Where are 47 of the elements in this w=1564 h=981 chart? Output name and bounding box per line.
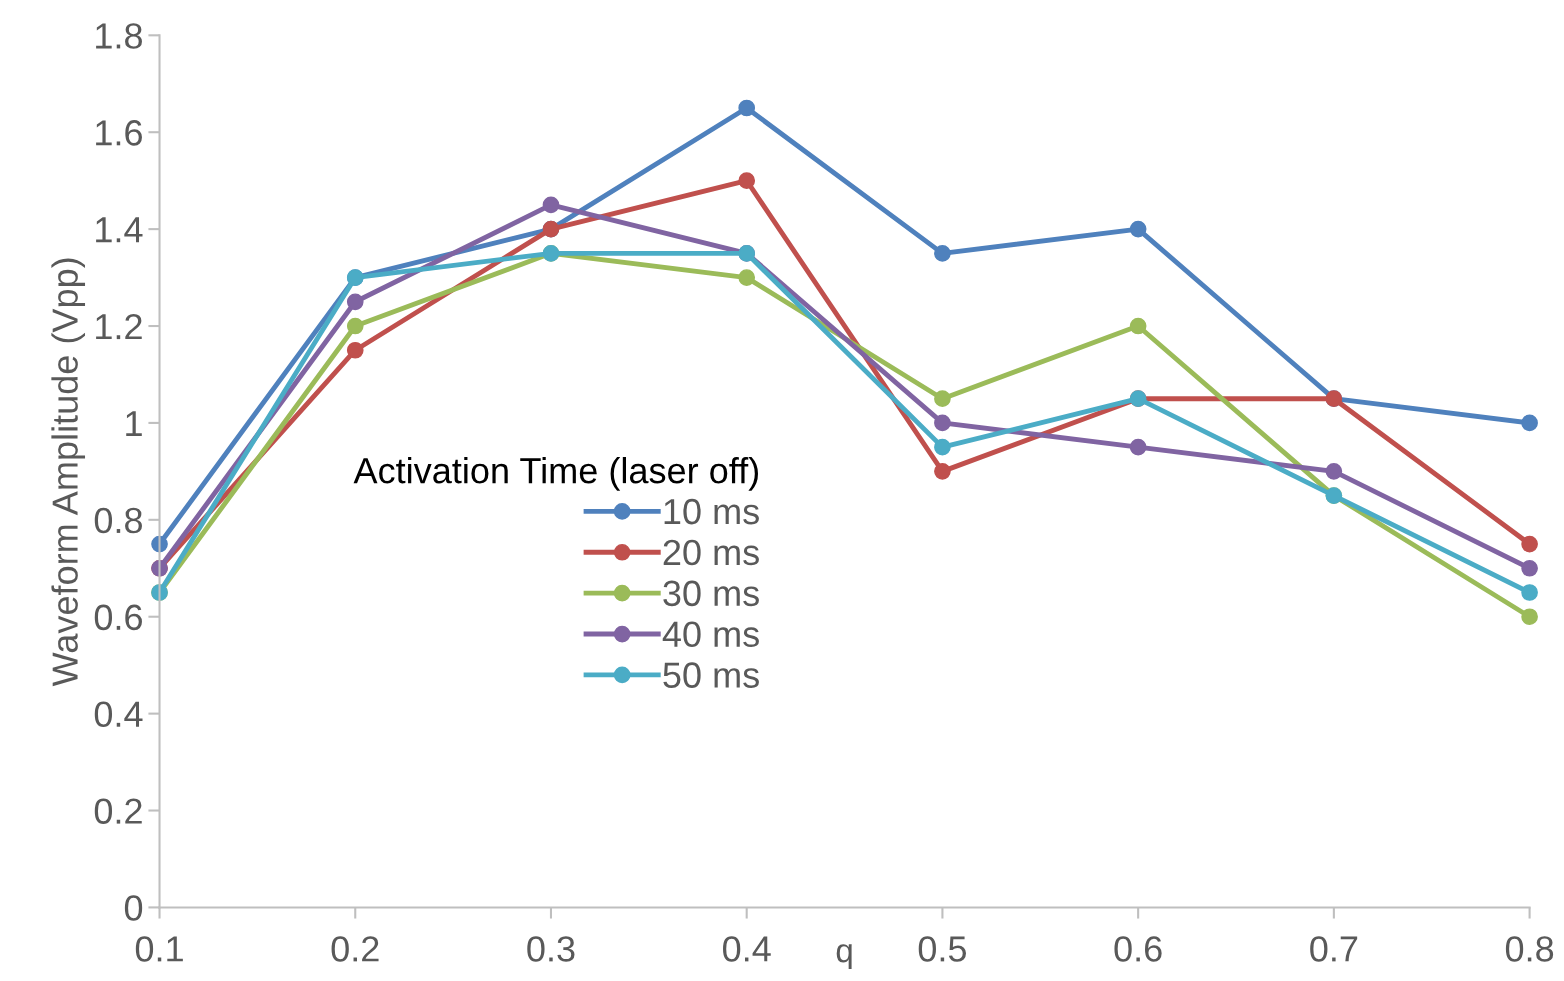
x-axis-title: q bbox=[836, 944, 852, 970]
point bbox=[1521, 584, 1538, 601]
point bbox=[1521, 414, 1538, 432]
legend-label: 20 ms bbox=[663, 539, 759, 566]
point bbox=[346, 293, 364, 311]
point bbox=[346, 341, 364, 359]
x-tick-label: 0.4 bbox=[723, 936, 771, 962]
point bbox=[1325, 463, 1343, 480]
x-tick-label: 0.3 bbox=[527, 936, 575, 962]
point bbox=[934, 390, 951, 408]
legend-label: 40 ms bbox=[662, 621, 759, 648]
x-tick-label: 0.6 bbox=[1114, 936, 1162, 962]
y-tick-label: 0.4 bbox=[94, 701, 143, 728]
point bbox=[738, 99, 756, 117]
point bbox=[934, 414, 951, 432]
x-tick-label: 0.2 bbox=[331, 936, 379, 962]
y-tick-label: 1.2 bbox=[96, 313, 142, 340]
legend-label: 50 ms bbox=[663, 662, 759, 688]
y-tick-label: 0 bbox=[124, 895, 143, 921]
point bbox=[738, 172, 756, 190]
y-tick-label: 1 bbox=[126, 411, 142, 436]
y-tick-label: 0.6 bbox=[94, 604, 142, 631]
point bbox=[738, 269, 756, 286]
point bbox=[934, 438, 951, 456]
point bbox=[934, 245, 951, 262]
point bbox=[1129, 438, 1147, 456]
x-tick-label: 0.8 bbox=[1505, 936, 1554, 962]
y-tick-label: 1.8 bbox=[96, 23, 142, 49]
point bbox=[346, 317, 364, 335]
y-tick-label: 0.8 bbox=[94, 507, 142, 534]
y-tick-label: 0.2 bbox=[94, 798, 142, 824]
y-tick-label: 1.6 bbox=[96, 120, 142, 146]
point bbox=[1521, 608, 1538, 626]
point bbox=[1521, 535, 1538, 553]
y-tick-label: 1.4 bbox=[96, 217, 143, 243]
legend-label: 30 ms bbox=[663, 580, 759, 607]
y-axis-title: Waveform Amplitude (Vpp) bbox=[51, 258, 86, 687]
x-tick-label: 0.5 bbox=[918, 936, 967, 962]
x-tick-label: 0.7 bbox=[1310, 936, 1358, 962]
legend-label: 10 ms bbox=[664, 498, 759, 525]
x-tick-label: 0.1 bbox=[135, 936, 183, 962]
point bbox=[542, 196, 560, 214]
point bbox=[934, 463, 951, 480]
legend-title: Activation Time (laser off) bbox=[353, 456, 758, 491]
point bbox=[1521, 559, 1538, 577]
point bbox=[1129, 317, 1147, 335]
point bbox=[1129, 220, 1147, 238]
